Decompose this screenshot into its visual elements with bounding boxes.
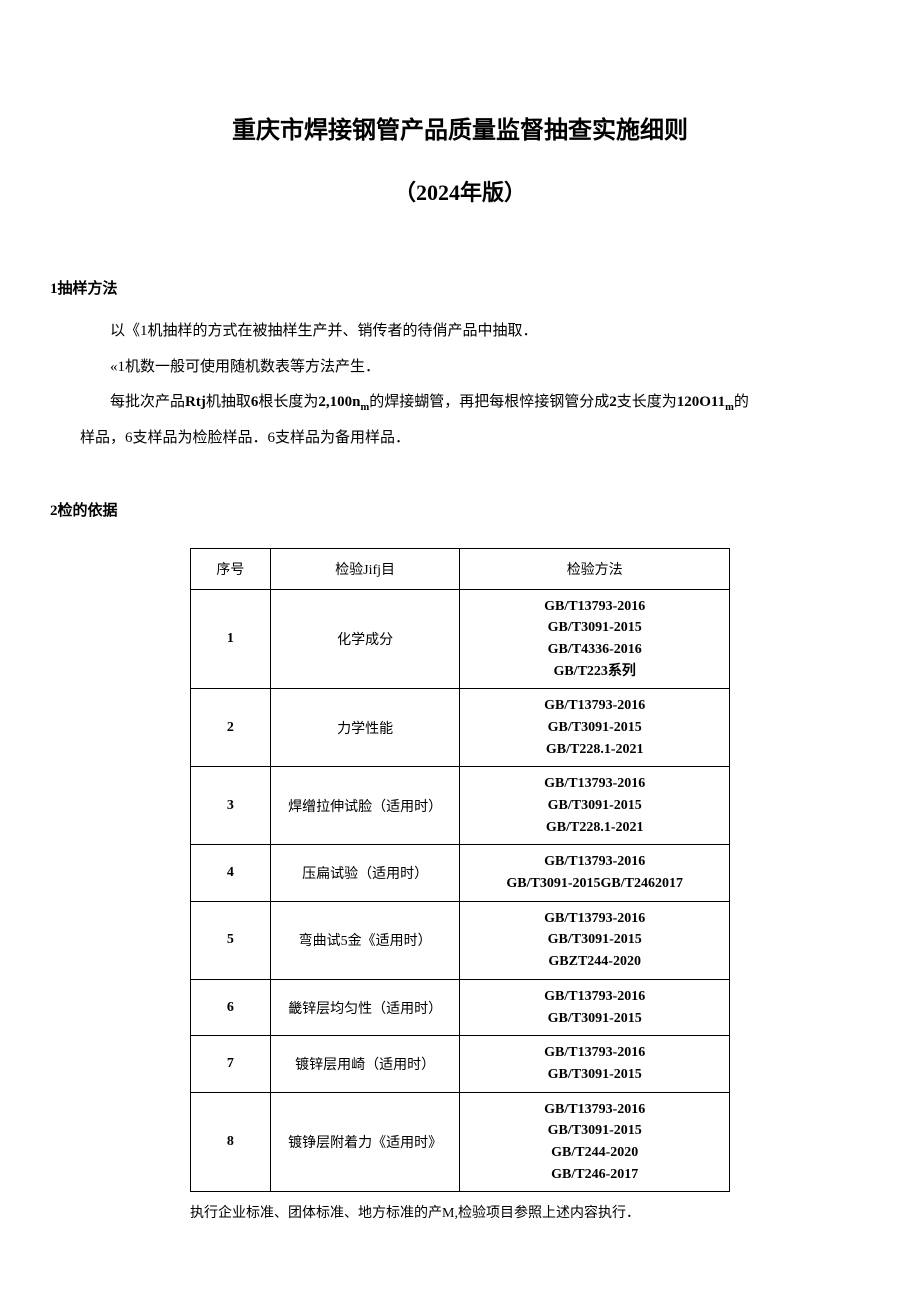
- cell-item: 弯曲试5金《适用时）: [270, 901, 460, 979]
- document-subtitle: （2024年版）: [80, 175, 840, 207]
- method-line: GB/T3091-2015: [464, 1120, 725, 1142]
- method-line: GB/T3091-2015: [464, 717, 725, 739]
- method-line: GB/T13793-2016: [464, 908, 725, 930]
- paragraph-1: 以《1机抽样的方式在被抽样生产并、销传者的待俏产品中抽取．: [80, 316, 840, 348]
- p4-t3: 支样品为备用样品．: [275, 430, 410, 446]
- cell-item: 化学成分: [270, 589, 460, 689]
- cell-method: GB/T13793-2016GB/T3091-2015GB/T4336-2016…: [460, 589, 730, 689]
- table-footnote: 执行企业标准、团体标准、地方标准的产M,检验项目参照上述内容执行．: [190, 1202, 840, 1222]
- p4-b2: 6: [268, 430, 276, 446]
- method-line: GB/T13793-2016: [464, 986, 725, 1008]
- p4-t2: 支样品为检脸样品．: [133, 430, 268, 446]
- method-line: GB/T13793-2016: [464, 1042, 725, 1064]
- p3-t2: 机抽取: [206, 394, 251, 410]
- method-line: GB/T223系列: [464, 661, 725, 683]
- method-line: GB/T13793-2016: [464, 596, 725, 618]
- method-line: GBZT244-2020: [464, 951, 725, 973]
- table-row: 3焊缯拉伸试脸（适用时）GB/T13793-2016GB/T3091-2015G…: [191, 767, 730, 845]
- table-row: 2力学性能GB/T13793-2016GB/T3091-2015GB/T228.…: [191, 689, 730, 767]
- cell-seq: 2: [191, 689, 271, 767]
- p4-t1: 样品，: [80, 430, 125, 446]
- method-line: GB/T13793-2016: [464, 695, 725, 717]
- cell-method: GB/T13793-2016GB/T3091-2015GB/T244-2020G…: [460, 1092, 730, 1192]
- cell-seq: 5: [191, 901, 271, 979]
- cell-seq: 8: [191, 1092, 271, 1192]
- table-row: 6畿锌层均匀性（适用时）GB/T13793-2016GB/T3091-2015: [191, 979, 730, 1035]
- cell-method: GB/T13793-2016GB/T3091-2015: [460, 1036, 730, 1092]
- cell-item: 畿锌层均匀性（适用时）: [270, 979, 460, 1035]
- table-row: 5弯曲试5金《适用时）GB/T13793-2016GB/T3091-2015GB…: [191, 901, 730, 979]
- cell-seq: 4: [191, 845, 271, 901]
- table-row: 7镀锌层用崎（适用时）GB/T13793-2016GB/T3091-2015: [191, 1036, 730, 1092]
- inspection-table-wrap: 序号 检验Jifj目 检验方法 1化学成分GB/T13793-2016GB/T3…: [80, 548, 840, 1193]
- cell-method: GB/T13793-2016GB/T3091-2015GB/T228.1-202…: [460, 689, 730, 767]
- method-line: GB/T13793-2016: [464, 1099, 725, 1121]
- p3-b1: Rtj: [185, 394, 206, 410]
- cell-seq: 3: [191, 767, 271, 845]
- header-item: 检验Jifj目: [270, 548, 460, 589]
- table-header-row: 序号 检验Jifj目 检验方法: [191, 548, 730, 589]
- header-method: 检验方法: [460, 548, 730, 589]
- method-line: GB/T3091-2015: [464, 795, 725, 817]
- p3-t6: 的: [734, 394, 749, 410]
- method-line: GB/T244-2020: [464, 1142, 725, 1164]
- inspection-table: 序号 检验Jifj目 检验方法 1化学成分GB/T13793-2016GB/T3…: [190, 548, 730, 1193]
- p3-t3: 根长度为: [258, 394, 318, 410]
- cell-item: 焊缯拉伸试脸（适用时）: [270, 767, 460, 845]
- cell-item: 力学性能: [270, 689, 460, 767]
- cell-seq: 1: [191, 589, 271, 689]
- cell-item: 镀铮层附着力《适用时》: [270, 1092, 460, 1192]
- method-line: GB/T246-2017: [464, 1164, 725, 1186]
- table-row: 8镀铮层附着力《适用时》GB/T13793-2016GB/T3091-2015G…: [191, 1092, 730, 1192]
- cell-seq: 6: [191, 979, 271, 1035]
- paragraph-2: «1机数一般可使用随机数表等方法产生．: [80, 352, 840, 384]
- method-line: GB/T3091-2015: [464, 1008, 725, 1030]
- method-line: GB/T3091-2015: [464, 929, 725, 951]
- cell-method: GB/T13793-2016GB/T3091-2015GBZT244-2020: [460, 901, 730, 979]
- p4-b1: 6: [125, 430, 133, 446]
- paragraph-3: 每批次产品Rtj机抽取6根长度为2,100nm的焊接蝴管，再把每根悴接钢管分成2…: [80, 387, 840, 419]
- header-seq: 序号: [191, 548, 271, 589]
- document-title: 重庆市焊接钢管产品质量监督抽查实施细则: [80, 110, 840, 145]
- p3-t5: 支长度为: [617, 394, 677, 410]
- method-line: GB/T228.1-2021: [464, 817, 725, 839]
- cell-method: GB/T13793-2016GB/T3091-2015: [460, 979, 730, 1035]
- table-row: 4压扁试验（适用时）GB/T13793-2016GB/T3091-2015GB/…: [191, 845, 730, 901]
- method-line: GB/T3091-2015: [464, 1064, 725, 1086]
- cell-seq: 7: [191, 1036, 271, 1092]
- p3-b3: 2,100n: [318, 394, 360, 410]
- method-line: GB/T13793-2016: [464, 773, 725, 795]
- cell-method: GB/T13793-2016GB/T3091-2015GB/T2462017: [460, 845, 730, 901]
- p3-sub2: m: [725, 402, 734, 413]
- paragraph-4: 样品，6支样品为检脸样品．6支样品为备用样品．: [80, 423, 840, 455]
- p3-b4: 2: [609, 394, 617, 410]
- section-1-heading: 1抽样方法: [50, 277, 840, 298]
- cell-item: 镀锌层用崎（适用时）: [270, 1036, 460, 1092]
- method-line: GB/T4336-2016: [464, 639, 725, 661]
- method-line: GB/T13793-2016: [464, 851, 725, 873]
- section-2-heading: 2检的依据: [50, 499, 840, 520]
- p3-b5: 120O11: [677, 394, 725, 410]
- p3-t4: 的焊接蝴管，再把每根悴接钢管分成: [369, 394, 609, 410]
- method-line: GB/T3091-2015GB/T2462017: [464, 873, 725, 895]
- method-line: GB/T228.1-2021: [464, 739, 725, 761]
- p3-sub1: m: [360, 402, 369, 413]
- method-line: GB/T3091-2015: [464, 617, 725, 639]
- cell-method: GB/T13793-2016GB/T3091-2015GB/T228.1-202…: [460, 767, 730, 845]
- table-row: 1化学成分GB/T13793-2016GB/T3091-2015GB/T4336…: [191, 589, 730, 689]
- p3-text: 每批次产品: [110, 394, 185, 410]
- cell-item: 压扁试验（适用时）: [270, 845, 460, 901]
